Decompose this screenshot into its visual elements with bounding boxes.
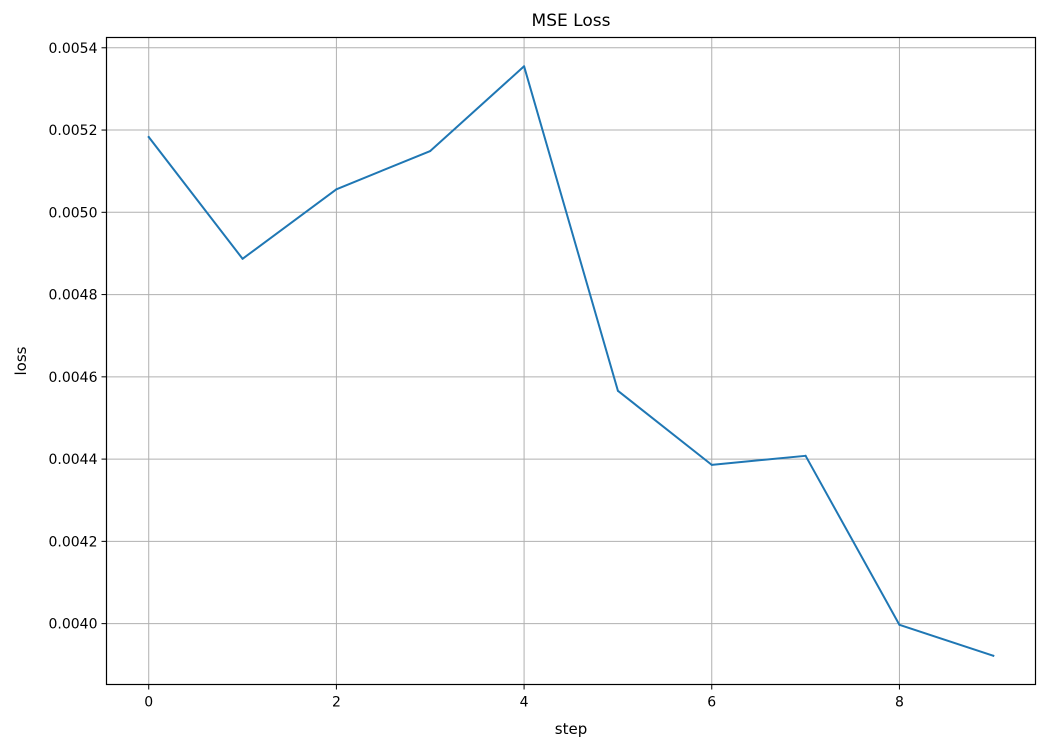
loss-data-point: [429, 150, 432, 153]
x-tick-label: 6: [707, 695, 716, 711]
x-tick-label: 0: [144, 695, 153, 711]
y-tick-label: 0.0054: [49, 41, 98, 57]
loss-data-point: [710, 463, 713, 466]
x-axis-label: step: [555, 720, 587, 738]
y-tick-label: 0.0044: [49, 452, 98, 468]
x-tick-label: 8: [895, 695, 904, 711]
loss-data-point: [523, 65, 526, 68]
loss-data-point: [804, 454, 807, 457]
loss-series-line: [147, 65, 995, 657]
ticks: 0 2 4 6 8 0.0040 0.0042 0.0044 0.0046 0.0048 0.005…: [49, 41, 904, 711]
y-tick-label: 0.0048: [49, 288, 98, 304]
loss-data-point: [241, 257, 244, 260]
y-axis-label: loss: [12, 346, 30, 375]
y-tick-label: 0.0046: [49, 370, 98, 386]
loss-data-point: [898, 623, 901, 626]
series: [147, 65, 995, 657]
loss-data-point: [616, 389, 619, 392]
grid: [106, 37, 1036, 685]
loss-data-point: [147, 136, 150, 139]
loss-data-point: [335, 188, 338, 191]
loss-data-point: [992, 654, 995, 657]
y-tick-label: 0.0050: [49, 205, 98, 221]
x-tick-label: 2: [332, 695, 341, 711]
y-tick-label: 0.0040: [49, 617, 98, 633]
y-tick-label: 0.0042: [49, 534, 98, 550]
y-tick-label: 0.0052: [49, 123, 98, 139]
plot-frame: [105, 36, 1037, 686]
chart-title: MSE Loss: [532, 11, 611, 31]
x-tick-label: 4: [520, 695, 529, 711]
